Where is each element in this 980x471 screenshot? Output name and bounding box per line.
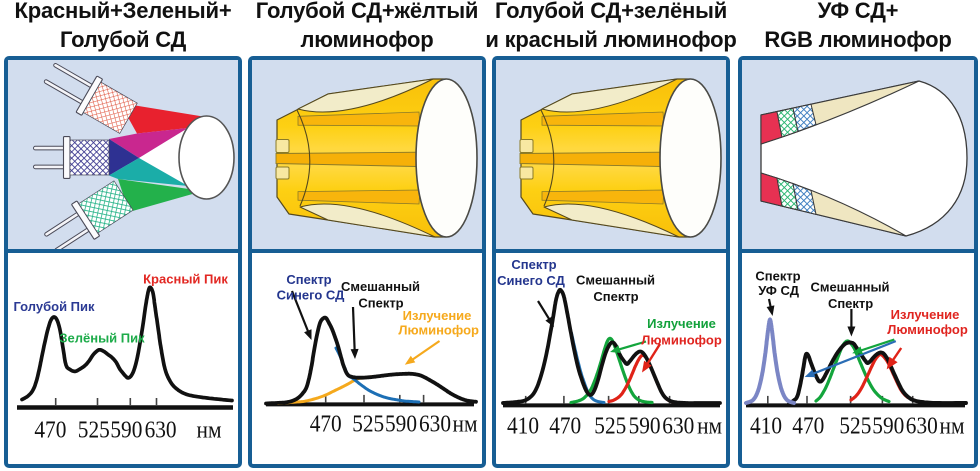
svg-text:Спектр: Спектр <box>593 289 638 304</box>
svg-text:590: 590 <box>385 411 417 438</box>
svg-text:Спектр: Спектр <box>511 257 556 272</box>
svg-text:590: 590 <box>110 417 142 444</box>
svg-text:Смешанный: Смешанный <box>810 280 889 295</box>
svg-text:Излучение: Излучение <box>647 316 716 331</box>
svg-text:Смешанный: Смешанный <box>576 273 655 288</box>
svg-text:Люминофор: Люминофор <box>641 332 722 347</box>
svg-text:нм: нм <box>697 412 722 439</box>
svg-text:525: 525 <box>352 411 384 438</box>
svg-text:Излучение: Излучение <box>403 308 472 323</box>
svg-text:470: 470 <box>310 411 342 438</box>
svg-text:Люминофор: Люминофор <box>398 323 479 338</box>
svg-text:Спектр: Спектр <box>358 296 403 311</box>
svg-text:Синего СД: Синего СД <box>277 288 345 303</box>
svg-text:630: 630 <box>145 417 177 444</box>
svg-text:Зелёный Пик: Зелёный Пик <box>59 331 145 346</box>
svg-text:Излучение: Излучение <box>891 307 960 322</box>
svg-text:470: 470 <box>792 412 824 439</box>
svg-text:Спектр: Спектр <box>286 272 331 287</box>
svg-text:Смешанный: Смешанный <box>341 279 420 294</box>
svg-text:нм: нм <box>197 417 222 444</box>
svg-text:590: 590 <box>872 412 904 439</box>
svg-text:630: 630 <box>662 412 694 439</box>
svg-text:470: 470 <box>549 412 581 439</box>
svg-text:525: 525 <box>594 412 626 439</box>
svg-text:Голубой Пик: Голубой Пик <box>13 299 95 314</box>
svg-text:Спектр: Спектр <box>828 296 873 311</box>
svg-text:УФ СД: УФ СД <box>758 283 800 298</box>
svg-text:нм: нм <box>453 411 478 438</box>
svg-text:410: 410 <box>750 412 782 439</box>
svg-text:Люминофор: Люминофор <box>887 322 968 337</box>
svg-text:Синего СД: Синего СД <box>497 273 565 288</box>
svg-text:Красный Пик: Красный Пик <box>143 272 228 287</box>
svg-text:630: 630 <box>906 412 938 439</box>
svg-text:нм: нм <box>940 412 965 439</box>
svg-text:630: 630 <box>419 411 451 438</box>
svg-text:525: 525 <box>839 412 871 439</box>
svg-text:470: 470 <box>34 417 66 444</box>
svg-text:410: 410 <box>507 412 539 439</box>
svg-text:525: 525 <box>78 417 110 444</box>
svg-text:Спектр: Спектр <box>755 269 800 284</box>
svg-text:590: 590 <box>629 412 661 439</box>
